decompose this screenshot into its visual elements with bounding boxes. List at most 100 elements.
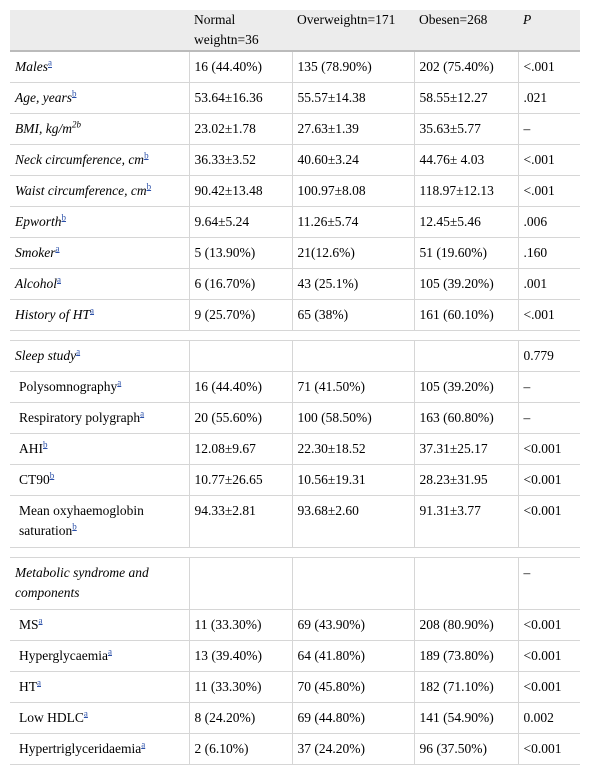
value-cell: 21(12.6%) <box>291 237 414 269</box>
value-cell: 71 (41.50%) <box>291 371 414 403</box>
row-label: Males <box>15 59 48 74</box>
value-cell: 208 (80.90%) <box>413 609 518 641</box>
row-label: Mean oxyhaemoglobin saturation <box>19 502 144 538</box>
table-row: Hypertriglyceridaemiaa 2 (6.10%) 37 (24.20… <box>10 733 580 765</box>
header-cell: Normal weightn=36 <box>189 10 292 52</box>
value-cell: 135 (78.90%) <box>291 51 414 83</box>
spacer-row <box>10 547 580 558</box>
value-cell: 12.08±9.67 <box>188 433 292 465</box>
footnote-link[interactable]: b <box>72 521 77 531</box>
value-cell: 96 (37.50%) <box>413 733 518 765</box>
value-cell: <.001 <box>517 144 580 176</box>
column-title: Normal weightn=36 <box>194 12 259 47</box>
value-cell: 70 (45.80%) <box>291 671 414 703</box>
section-row: Sleep studya 0.779 <box>10 340 580 372</box>
footnote-link[interactable]: a <box>55 243 60 253</box>
value-cell: 11 (33.30%) <box>188 671 292 703</box>
footnote-link[interactable]: a <box>76 346 81 356</box>
value-cell: <.001 <box>517 299 580 331</box>
footnote-link[interactable]: a <box>37 677 41 687</box>
value-cell: <0.001 <box>517 464 580 496</box>
footnote-link[interactable]: a <box>90 305 95 315</box>
value-cell: <0.001 <box>517 495 580 548</box>
footnote-link[interactable]: a <box>48 57 52 68</box>
value-cell: 90.42±13.48 <box>188 175 292 207</box>
table-row: Neck circumference, cmb 36.33±3.52 40.60±3… <box>10 144 580 176</box>
row-label: Epworth <box>15 213 62 229</box>
table-row: Epworthb 9.64±5.24 11.26±5.74 12.45±5.46.00… <box>10 206 580 238</box>
table-row: Low HDLCa 8 (24.20%) 69 (44.80%) 141 (54.90… <box>10 702 580 734</box>
value-cell: <0.001 <box>517 433 580 465</box>
row-label: Respiratory polygraph <box>19 409 141 425</box>
value-cell: 37.31±25.17 <box>413 433 518 465</box>
footnote-sup: a <box>84 708 88 718</box>
table-row: Age, yearsb 53.64±16.36 55.57±14.38 58.55±1… <box>10 82 580 114</box>
value-cell: 11.26±5.74 <box>291 206 414 238</box>
row-label: Hyperglycaemia <box>19 647 108 663</box>
value-cell: 91.31±3.77 <box>413 495 518 548</box>
table-row: CT90b 10.77±26.65 10.56±19.31 28.23±31.95 <0… <box>10 464 580 496</box>
footnote-link[interactable]: b <box>61 212 67 222</box>
value-cell: 65 (38%) <box>291 299 414 331</box>
value-cell: 161 (60.10%) <box>413 299 518 331</box>
footnote-link[interactable]: a <box>140 408 145 418</box>
value-cell: 182 (71.10%) <box>413 671 518 703</box>
header-cell: Obesen=268 <box>414 10 518 52</box>
footnote-link[interactable]: a <box>57 274 61 284</box>
value-cell: 12.45±5.46 <box>413 206 518 238</box>
value-cell: <0.001 <box>517 671 580 703</box>
table-row: Smokera 5 (13.90%) 21(12.6%) 51 (19.60%) .16… <box>10 237 580 269</box>
value-cell: 51 (19.60%) <box>413 237 518 269</box>
row-label: Metabolic syndrome and components <box>15 564 149 600</box>
spacer-cell <box>10 547 580 558</box>
header-cell: P <box>518 10 580 52</box>
footnote-sup: a <box>39 615 43 625</box>
value-cell: 27.63±1.39 <box>291 113 414 145</box>
row-label: History of HT <box>15 306 91 322</box>
row-label-cell: Alcohola <box>10 268 189 300</box>
footnote-sup: a <box>117 377 121 387</box>
footnote-link[interactable]: b <box>146 181 152 191</box>
value-cell: 43 (25.1%) <box>291 268 414 300</box>
footnote-link[interactable]: a <box>83 708 88 718</box>
value-cell: 11 (33.30%) <box>188 609 292 641</box>
value-cell: 202 (75.40%) <box>413 51 518 83</box>
table-row: AHIb 12.08±9.67 22.30±18.52 37.31±25.17 <0.0… <box>10 433 580 465</box>
row-label-cell: Age, yearsb <box>10 82 189 114</box>
footnote-link[interactable]: a <box>117 377 122 387</box>
footnote-link[interactable]: b <box>43 439 48 449</box>
footnote-sup: b <box>62 212 67 222</box>
value-cell: – <box>517 371 580 403</box>
spacer-cell <box>10 330 580 341</box>
value-cell: 9 (25.70%) <box>188 299 292 331</box>
footnote-sup: a <box>76 346 80 356</box>
value-cell: 2 (6.10%) <box>188 733 292 765</box>
superscript: 2b <box>71 119 81 129</box>
footnote-link[interactable]: b <box>49 470 55 480</box>
value-cell: 5 (13.90%) <box>188 237 292 269</box>
footnote-link[interactable]: a <box>107 646 112 656</box>
footnote-sup: b <box>144 150 149 160</box>
footnote-sup: a <box>48 58 52 68</box>
footnote-link[interactable]: b <box>144 150 149 160</box>
value-cell: <0.001 <box>517 609 580 641</box>
footnote-link[interactable]: a <box>141 739 146 749</box>
footnote-sup: a <box>57 274 61 284</box>
footnote-link[interactable]: b <box>71 88 77 98</box>
row-label: CT90 <box>19 471 50 487</box>
value-cell: 100.97±8.08 <box>291 175 414 207</box>
column-title: P <box>523 12 532 27</box>
row-label-cell: Waist circumference, cmb <box>10 175 189 207</box>
footnote-link[interactable]: a <box>38 615 43 625</box>
value-cell: <0.001 <box>517 733 580 765</box>
empty-cell <box>413 340 518 372</box>
value-cell: .001 <box>517 268 580 300</box>
footnote-sup: a <box>37 677 41 687</box>
value-cell: 69 (44.80%) <box>291 702 414 734</box>
footnote-sup: a <box>141 739 145 749</box>
value-cell: 28.23±31.95 <box>413 464 518 496</box>
value-cell: 10.56±19.31 <box>291 464 414 496</box>
footnote-sup: b <box>72 521 77 531</box>
empty-cell <box>291 557 414 610</box>
